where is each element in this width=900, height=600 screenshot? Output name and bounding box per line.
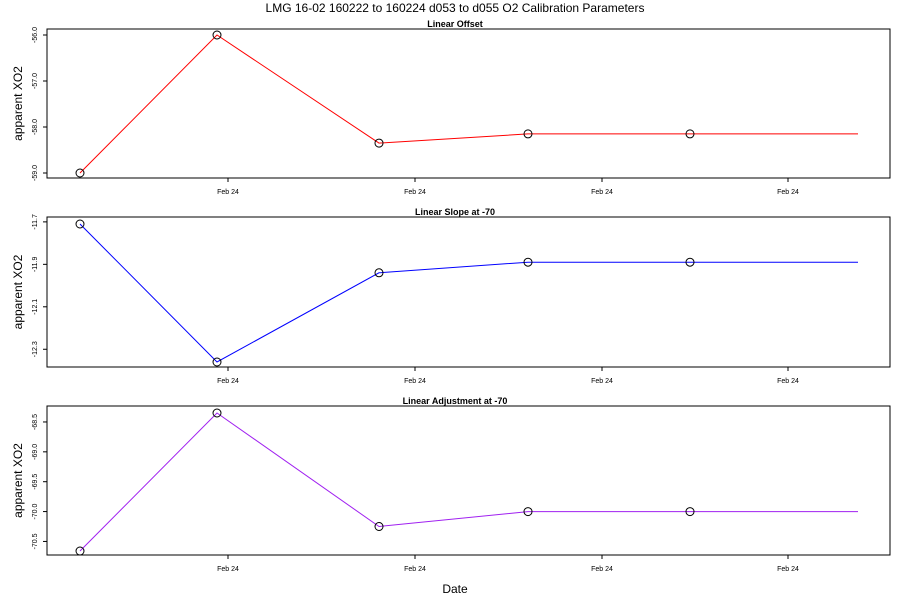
data-point — [374, 522, 384, 531]
data-point — [523, 257, 533, 267]
figure-title: LMG 16-02 160222 to 160224 d053 to d055 … — [266, 1, 645, 15]
x-axis-label: Date — [442, 582, 468, 596]
y-tick-label: -70.0 — [32, 503, 39, 519]
plot-frame — [46, 28, 891, 179]
x-tick-label: Feb 24 — [591, 566, 613, 573]
x-tick-label: Feb 24 — [777, 566, 799, 573]
y-tick-label: -68.5 — [32, 414, 39, 430]
y-tick-label: -70.5 — [32, 533, 39, 549]
data-point — [685, 257, 695, 267]
x-tick-label: Feb 24 — [404, 189, 426, 196]
x-tick-label: Feb 24 — [591, 189, 613, 196]
data-point — [685, 507, 695, 517]
plot-frame — [46, 216, 891, 368]
series-line — [79, 223, 858, 363]
panel-3: Linear Adjustment at -70 apparent XO2 -68.… — [11, 396, 891, 573]
plot-frame — [46, 405, 891, 556]
data-point — [75, 219, 85, 229]
y-tick-label: -58.0 — [32, 119, 39, 135]
data-point — [685, 129, 695, 139]
x-tick-label: Feb 24 — [777, 189, 799, 196]
data-point — [212, 357, 222, 367]
data-point — [212, 408, 222, 418]
x-tick-label: Feb 24 — [217, 378, 239, 385]
y-tick-label: -69.5 — [32, 474, 39, 490]
x-tick-label: Feb 24 — [591, 378, 613, 385]
panel-title: Linear Offset — [427, 19, 483, 29]
data-point — [75, 168, 85, 178]
panel-2: Linear Slope at -70 apparent XO2 -11.7 -11.… — [11, 207, 891, 385]
y-tick-label: -11.7 — [32, 214, 39, 230]
y-tick-label: -12.1 — [32, 299, 39, 315]
y-tick-label: -11.9 — [32, 257, 39, 273]
series-line — [79, 34, 858, 174]
y-tick-label: -69.0 — [32, 444, 39, 460]
x-tick-label: Feb 24 — [404, 378, 426, 385]
x-tick-label: Feb 24 — [217, 189, 239, 196]
data-point — [523, 129, 533, 139]
data-point — [374, 268, 384, 278]
x-tick-label: Feb 24 — [404, 566, 426, 573]
y-axis-label: apparent XO2 — [11, 443, 25, 518]
y-tick-label: -12.3 — [32, 341, 39, 357]
panel-title: Linear Adjustment at -70 — [403, 396, 508, 406]
y-tick-label: -57.0 — [32, 73, 39, 89]
x-tick-label: Feb 24 — [777, 378, 799, 385]
data-point — [523, 507, 533, 517]
data-point — [75, 546, 85, 556]
data-point — [212, 30, 222, 40]
x-tick-label: Feb 24 — [217, 566, 239, 573]
data-point — [374, 138, 384, 148]
y-axis-label: apparent XO2 — [11, 66, 25, 141]
series-line — [79, 412, 858, 552]
panel-1: Linear Offset apparent XO2 -56.0 -57.0 -58.0… — [11, 19, 891, 196]
y-tick-label: -59.0 — [32, 165, 39, 181]
panel-title: Linear Slope at -70 — [415, 207, 495, 217]
y-tick-label: -56.0 — [32, 27, 39, 43]
panels-group: Linear Offset apparent XO2 -56.0 -57.0 -58.0… — [11, 19, 891, 573]
y-axis-label: apparent XO2 — [11, 254, 25, 329]
